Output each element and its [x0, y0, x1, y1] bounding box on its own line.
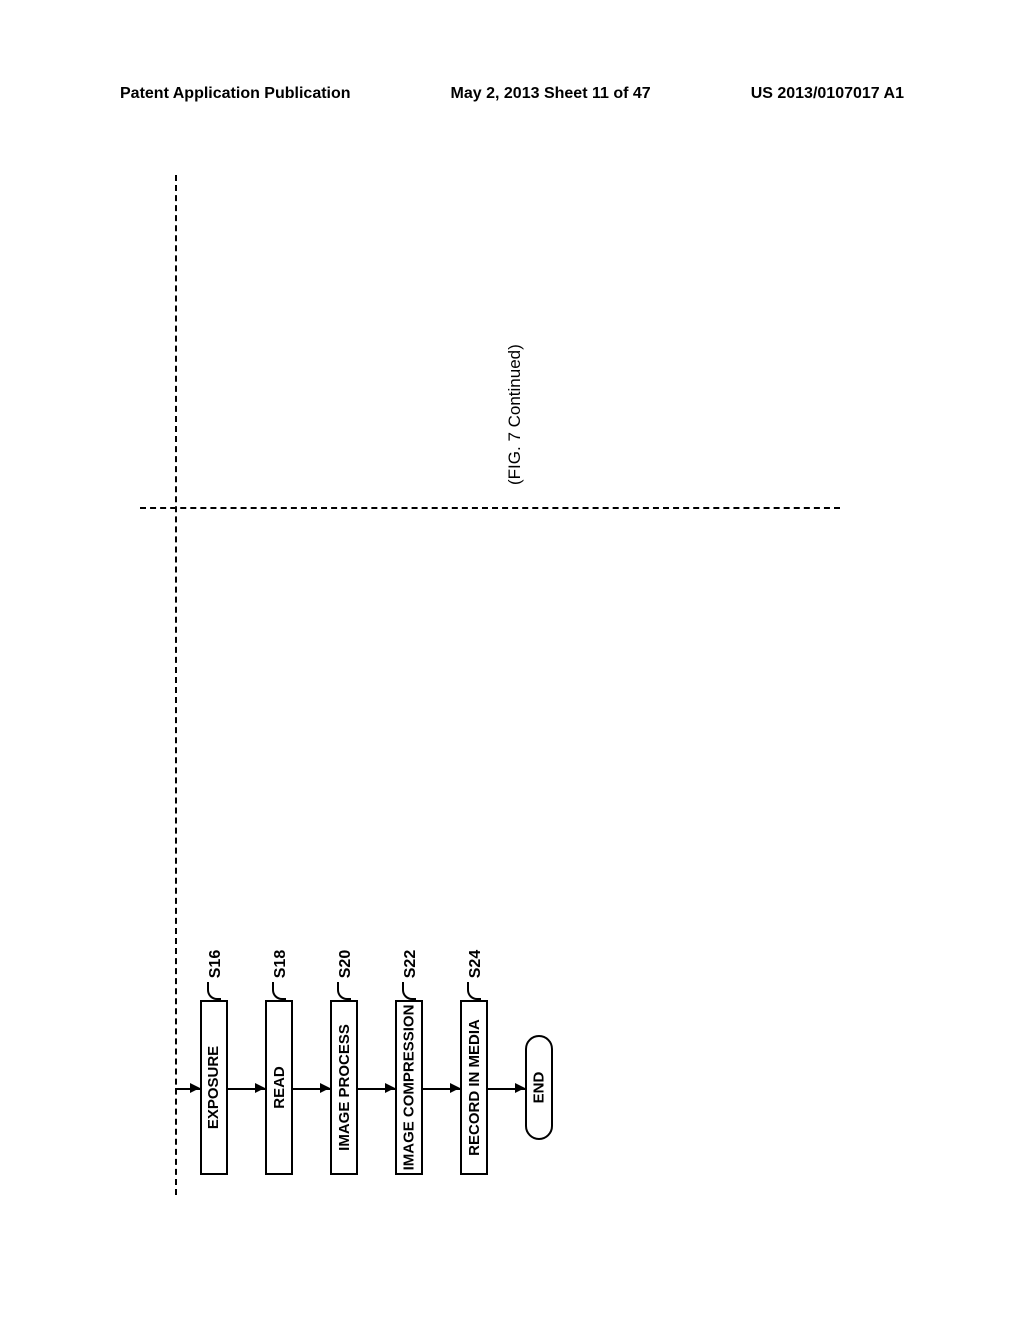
flowchart-step: IMAGE PROCESS: [330, 1000, 358, 1175]
flow-arrow-icon: [320, 1083, 330, 1093]
flow-arrow-icon: [190, 1083, 200, 1093]
step-label: S22: [402, 950, 420, 978]
diagram-container: (FIG. 7 Continued) EXPOSURE S16 READ S18 IMA…: [140, 175, 850, 1195]
step-label: S18: [272, 950, 290, 978]
dashed-boundary-line: [175, 175, 177, 1195]
step-text: RECORD IN MEDIA: [466, 1019, 483, 1156]
step-text: IMAGE PROCESS: [336, 1024, 353, 1151]
figure-title: (FIG. 7 Continued): [505, 344, 525, 485]
end-text: END: [531, 1072, 548, 1104]
label-connector: [337, 982, 351, 1000]
header-right: US 2013/0107017 A1: [751, 85, 904, 103]
flowchart-step: IMAGE COMPRESSION: [395, 1000, 423, 1175]
label-connector: [467, 982, 481, 1000]
flowchart-step: EXPOSURE: [200, 1000, 228, 1175]
step-text: EXPOSURE: [206, 1046, 223, 1129]
flowchart-step: RECORD IN MEDIA: [460, 1000, 488, 1175]
flowchart-end: END: [525, 1035, 553, 1140]
step-text: READ: [271, 1066, 288, 1109]
flowchart-step: READ: [265, 1000, 293, 1175]
step-label: S16: [207, 950, 225, 978]
label-connector: [207, 982, 221, 1000]
label-connector: [272, 982, 286, 1000]
step-label: S20: [337, 950, 355, 978]
flow-arrow-icon: [515, 1083, 525, 1093]
label-connector: [402, 982, 416, 1000]
step-text: IMAGE COMPRESSION: [401, 1005, 418, 1171]
header-center: May 2, 2013 Sheet 11 of 47: [451, 85, 651, 103]
flow-arrow-icon: [255, 1083, 265, 1093]
dashed-boundary-line: [140, 507, 840, 509]
flow-arrow-icon: [385, 1083, 395, 1093]
step-label: S24: [467, 950, 485, 978]
flow-arrow-icon: [450, 1083, 460, 1093]
header-left: Patent Application Publication: [120, 85, 351, 103]
